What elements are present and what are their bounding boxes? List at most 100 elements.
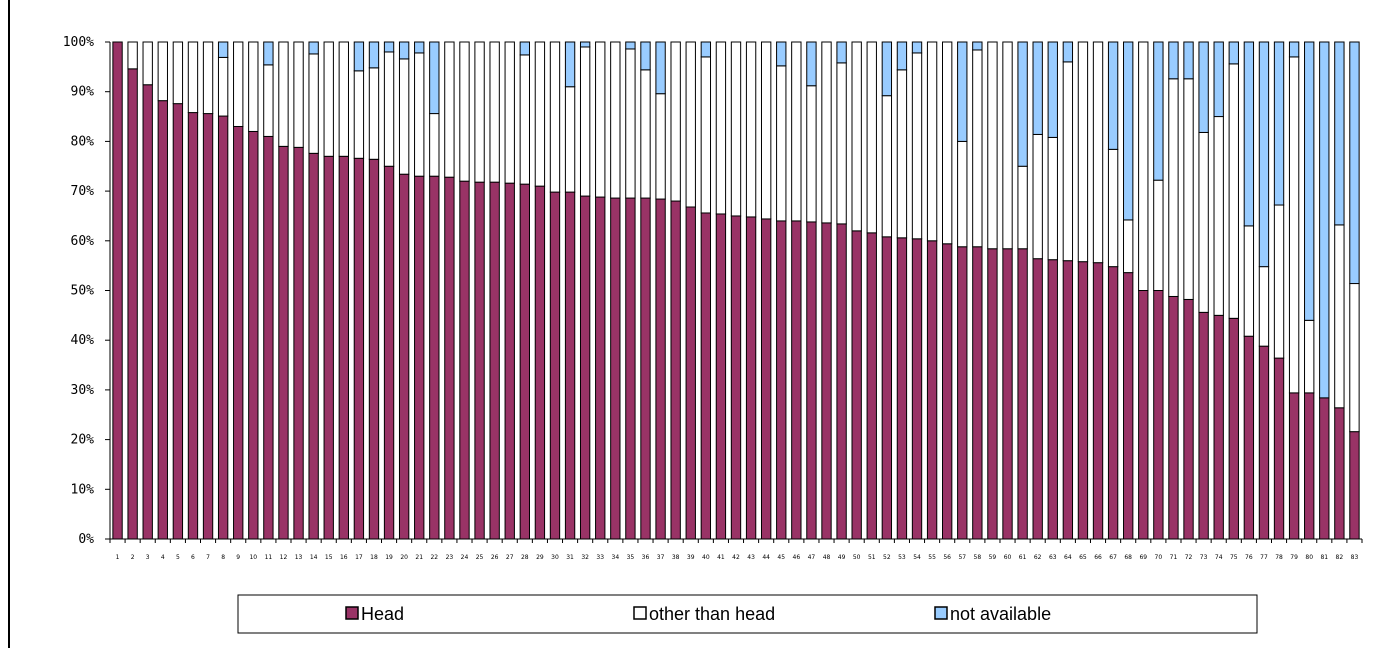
x-tick-label: 32 [581,554,589,561]
x-tick-label: 64 [1064,554,1072,561]
bar-segment-other-than-head [625,48,636,199]
bar-segment-not-available [655,41,666,95]
bar-segment-head [987,248,998,540]
bar-segment-other-than-head [1123,219,1134,274]
bar-segment-not-available [1228,41,1239,65]
x-tick-label: 45 [777,554,785,561]
bar-segment-head [700,212,712,540]
bar-segment-not-available [1273,41,1285,206]
bar-segment-other-than-head [293,41,304,148]
x-tick-label: 11 [265,554,273,561]
bar-segment-head [263,135,274,540]
bar-segment-not-available [1062,41,1074,63]
bar-segment-other-than-head [1047,136,1058,261]
x-tick-label: 57 [958,554,966,561]
bar-segment-head [579,195,591,540]
x-tick-label: 19 [385,554,393,561]
bar-segment-not-available [1047,41,1058,138]
bar-segment-not-available [1123,41,1134,221]
bar-segment-other-than-head [549,41,561,193]
x-tick-label: 26 [491,554,499,561]
bar-segment-head [1168,295,1179,540]
bar-segment-not-available [1213,41,1224,118]
bar-segment-other-than-head [881,95,893,238]
y-tick-label: 30% [71,383,95,398]
bar-segment-other-than-head [1077,41,1089,263]
bar-segment-head [1273,357,1285,540]
bar-segment-other-than-head [1062,61,1074,262]
bar-segment-other-than-head [278,41,289,147]
bar-segment-not-available [1168,41,1179,80]
bar-segment-not-available [625,41,636,50]
x-tick-label: 83 [1351,554,1359,561]
x-tick-label: 31 [566,554,574,561]
bar-segment-head [459,180,470,540]
bar-segment-other-than-head [806,85,817,223]
bar-segment-other-than-head [1334,224,1345,409]
bar-segment-head [1258,345,1270,540]
bar-segment-not-available [1288,41,1300,58]
bar-segment-not-available [1198,41,1209,133]
x-tick-label: 68 [1124,554,1132,561]
bar-segment-not-available [368,41,380,69]
x-tick-label: 20 [400,554,408,561]
bar-segment-other-than-head [504,41,515,184]
bar-segment-not-available [414,41,425,54]
bar-segment-head [1213,314,1224,540]
bar-segment-other-than-head [911,52,923,240]
bar-segment-head [383,165,395,540]
bar-segment-other-than-head [655,93,666,200]
bar-segment-head [1123,272,1134,540]
bar-segment-not-available [1183,41,1194,80]
x-tick-label: 51 [868,554,876,561]
bar-segment-head [308,152,319,540]
bar-segment-head [564,191,576,540]
bar-segment-other-than-head [791,41,802,222]
bar-segment-other-than-head [610,41,621,199]
bar-segment-other-than-head [217,56,229,117]
bar-segment-other-than-head [1273,204,1285,359]
bar-segment-other-than-head [926,41,938,242]
bar-segment-head [278,145,289,540]
legend-swatch [633,606,647,620]
bar-segment-not-available [308,41,319,55]
y-tick-label: 100% [63,35,94,50]
bar-segment-head [127,68,138,540]
bar-segment-not-available [353,41,365,72]
x-tick-label: 38 [672,554,680,561]
bar-segment-not-available [836,41,847,64]
legend-box [237,594,1258,634]
y-tick-label: 50% [71,284,95,299]
bar-segment-not-available [806,41,817,87]
bar-segment-other-than-head [745,41,757,218]
x-tick-label: 70 [1155,554,1163,561]
x-tick-label: 2 [131,554,135,561]
bar-segment-other-than-head [1002,41,1013,250]
x-tick-label: 13 [295,554,303,561]
bar-segment-other-than-head [429,113,440,177]
y-tick-label: 10% [71,482,95,497]
bar-segment-head [1138,290,1149,540]
x-tick-label: 80 [1305,554,1313,561]
bar-segment-head [1319,397,1330,540]
x-tick-label: 23 [446,554,454,561]
bar-segment-other-than-head [414,52,425,177]
x-tick-label: 1 [116,554,120,561]
bar-segment-not-available [429,41,440,115]
bar-segment-head [534,185,546,540]
x-tick-label: 24 [461,554,469,561]
bar-segment-head [398,173,410,540]
bar-segment-other-than-head [730,41,742,217]
bar-segment-head [1002,248,1013,540]
x-tick-label: 74 [1215,554,1223,561]
bar-segment-other-than-head [851,41,862,232]
bar-segment-head [942,243,953,540]
bar-segment-not-available [217,41,229,58]
bar-segment-other-than-head [1092,41,1104,264]
x-tick-label: 40 [702,554,710,561]
bar-segment-head [760,218,772,540]
y-tick-label: 90% [71,85,95,100]
x-tick-label: 65 [1079,554,1087,561]
bar-segment-not-available [263,41,274,66]
bar-segment-head [881,236,893,540]
